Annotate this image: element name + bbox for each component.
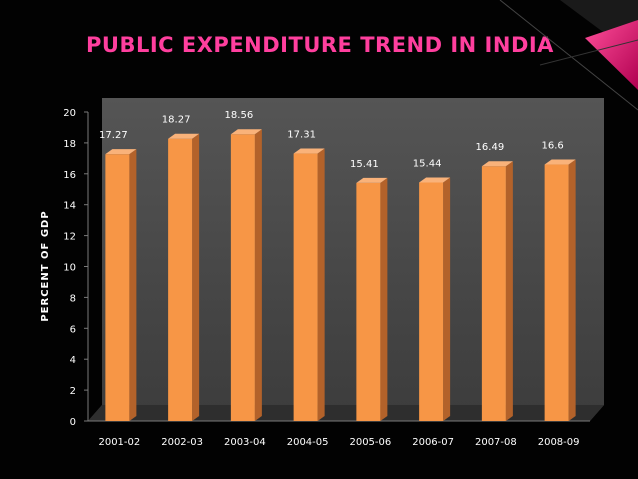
data-label: 16.49 [476,142,505,153]
y-tick-label: 6 [70,324,76,335]
data-label: 15.41 [350,159,379,170]
bar-side [192,133,200,421]
bar-top [356,177,388,183]
bar-top [293,148,325,154]
x-tick-label: 2008-09 [538,437,580,448]
chart-back-wall [88,98,604,421]
x-tick-label: 2005-06 [349,437,391,448]
y-tick-label: 10 [63,263,76,274]
bar-top [481,161,513,167]
bar [168,138,193,421]
x-tick-label: 2004-05 [287,437,329,448]
data-label: 18.56 [225,110,254,121]
y-tick-label: 4 [70,355,76,366]
x-tick-label: 2007-08 [475,437,517,448]
x-tick-label: 2006-07 [412,437,454,448]
bar-top [168,133,200,139]
plot-area: 0 2 4 6 8 10 12 14 16 18 20 PERCENT OF GDP 17.27 2001… [40,98,604,448]
y-tick-label: 8 [70,293,76,304]
chart-title: PUBLIC EXPENDITURE TREND IN INDIA [86,33,554,57]
bar-side [129,149,137,421]
y-tick-label: 20 [63,108,76,119]
bar [544,164,569,421]
bar [105,154,130,421]
bar [293,153,318,422]
y-tick-label: 2 [70,386,76,397]
x-tick-label: 2001-02 [98,437,140,448]
y-axis-label: PERCENT OF GDP [40,210,51,321]
data-label: 15.44 [413,158,442,169]
bar-top [230,129,262,135]
bar-side [568,159,576,421]
y-tick-label: 16 [63,170,76,181]
bar-side [443,177,451,421]
bar-top [105,149,137,155]
bar [230,134,255,422]
data-label: 17.31 [287,130,316,141]
bar-side [380,177,388,421]
bar-top [419,177,451,183]
data-label: 16.6 [541,141,563,152]
y-tick-label: 12 [63,232,76,243]
y-tick-label: 14 [63,201,76,212]
data-label: 17.27 [99,130,128,141]
bar-side [505,161,513,422]
bar [356,182,381,421]
y-tick-label: 18 [63,139,76,150]
bar-side [254,129,262,422]
x-tick-label: 2003-04 [224,437,266,448]
bar [481,166,506,421]
corner-accent-decoration [499,0,638,111]
x-tick-label: 2002-03 [161,437,203,448]
data-label: 18.27 [162,115,191,126]
chart-floor [88,405,604,421]
bar [419,182,444,421]
bar-top [544,159,576,165]
bar-side [317,148,325,422]
y-tick-label: 0 [70,417,76,428]
